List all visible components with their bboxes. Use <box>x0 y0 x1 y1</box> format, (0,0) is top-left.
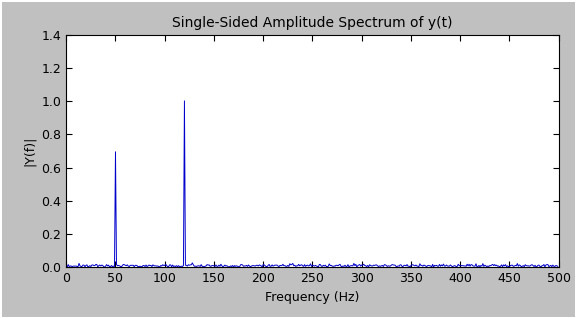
Title: Single-Sided Amplitude Spectrum of y(t): Single-Sided Amplitude Spectrum of y(t) <box>172 16 453 30</box>
X-axis label: Frequency (Hz): Frequency (Hz) <box>266 291 359 304</box>
Y-axis label: |Y(f)|: |Y(f)| <box>23 136 36 166</box>
